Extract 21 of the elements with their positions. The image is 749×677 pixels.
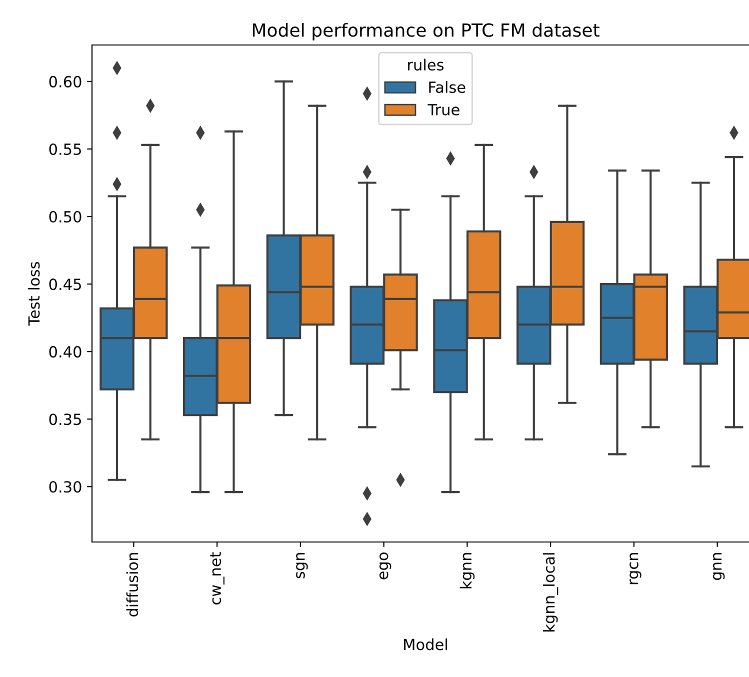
x-tick-label: kgnn [460, 553, 475, 588]
x-tick-label: cw_net [210, 552, 224, 604]
x-tick-label: sgn [296, 553, 308, 578]
legend-label: False [429, 81, 466, 93]
chart-title: Model performance on PTC FM dataset [252, 22, 600, 40]
x-tick-label: kgnn_local [542, 553, 558, 632]
y-tick-label: 0.35 [49, 414, 81, 426]
x-tick-label: diffusion [126, 553, 138, 616]
x-tick-label: rgcn [630, 553, 642, 584]
x-tick-label: ego [379, 552, 392, 580]
legend-title: rules [408, 58, 444, 71]
y-tick-label: 0.40 [49, 346, 82, 358]
legend-label: True [428, 104, 460, 116]
y-tick-label: 0.45 [49, 278, 81, 290]
x-axis-title: Model [404, 638, 447, 650]
y-axis-title: Test loss [28, 262, 40, 326]
y-tick-label: 0.55 [49, 143, 81, 156]
y-tick-label: 0.30 [49, 481, 82, 493]
y-tick-label: 0.50 [49, 210, 82, 223]
y-tick-label: 0.60 [49, 76, 82, 88]
x-tick-label: gnn [712, 553, 725, 580]
